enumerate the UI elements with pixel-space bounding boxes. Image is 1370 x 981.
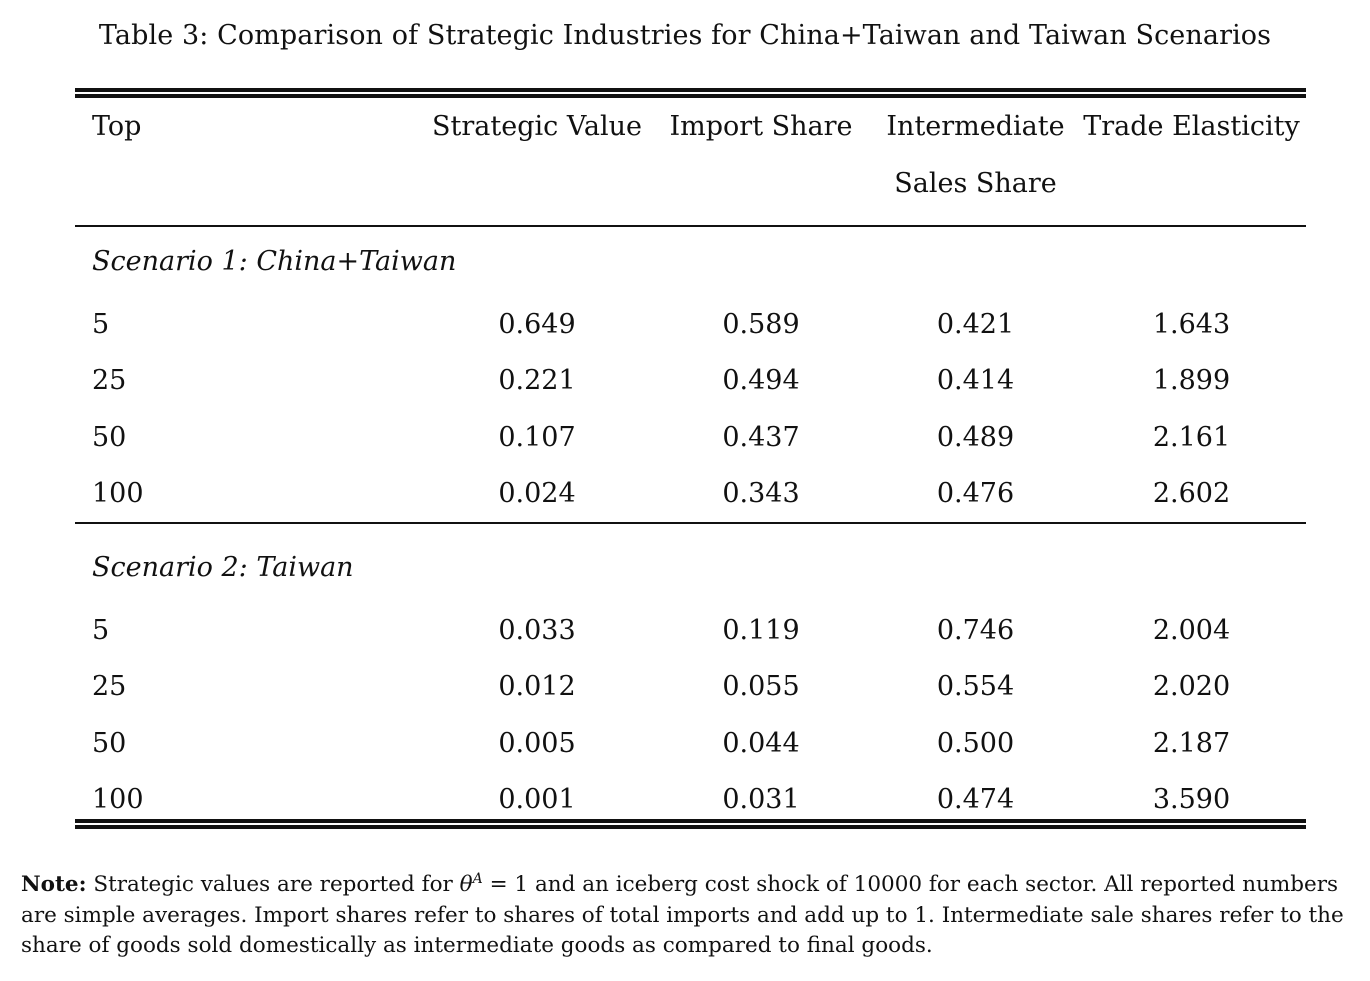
cell-strategic-value: 0.001 bbox=[498, 784, 576, 816]
cell-intermediate-share: 0.554 bbox=[936, 671, 1015, 703]
cell-import-share: 0.589 bbox=[722, 308, 800, 340]
table-row: 100 0.024 0.343 0.476 2.602 bbox=[75, 466, 1306, 523]
cell-intermediate-share: 0.746 bbox=[936, 614, 1015, 646]
cell-import-share: 0.437 bbox=[722, 421, 800, 453]
cell-intermediate-share: 0.476 bbox=[936, 478, 1015, 510]
header-intermediate-line1: Intermediate bbox=[886, 111, 1065, 142]
scenario-1-label: Scenario 1: China+Taiwan bbox=[92, 245, 457, 277]
cell-trade-elasticity: 1.643 bbox=[1152, 308, 1231, 340]
cell-trade-elasticity: 2.602 bbox=[1152, 478, 1231, 510]
cell-strategic-value: 0.024 bbox=[498, 478, 576, 510]
table-row: 50 0.107 0.437 0.489 2.161 bbox=[75, 409, 1306, 466]
cell-top: 25 bbox=[92, 365, 127, 397]
cell-trade-elasticity: 2.161 bbox=[1152, 421, 1231, 453]
cell-strategic-value: 0.649 bbox=[498, 308, 576, 340]
cell-trade-elasticity: 2.187 bbox=[1152, 727, 1231, 759]
cell-top: 100 bbox=[92, 784, 144, 816]
cell-import-share: 0.031 bbox=[722, 784, 800, 816]
table-row: 25 0.012 0.055 0.554 2.020 bbox=[75, 659, 1306, 716]
scenario-2-label: Scenario 2: Taiwan bbox=[92, 551, 354, 583]
cell-trade-elasticity: 2.020 bbox=[1152, 671, 1231, 703]
cell-import-share: 0.055 bbox=[722, 671, 800, 703]
note-text-before-math: Strategic values are reported for bbox=[93, 872, 453, 898]
top-rule-1 bbox=[75, 88, 1306, 92]
cell-top: 50 bbox=[92, 727, 127, 759]
table-note: Note: Strategic values are reported for … bbox=[21, 864, 1356, 962]
note-math-equals: = 1 bbox=[489, 872, 529, 898]
cell-import-share: 0.494 bbox=[722, 365, 800, 397]
bottom-rule-1 bbox=[75, 819, 1306, 823]
note-text-after-math: and an iceberg cost shock of 10000 for e… bbox=[21, 872, 1344, 959]
note-label: Note: bbox=[21, 872, 87, 898]
cell-top: 25 bbox=[92, 671, 127, 703]
table-row: 25 0.221 0.494 0.414 1.899 bbox=[75, 353, 1306, 410]
cell-import-share: 0.044 bbox=[722, 727, 800, 759]
header-top: Top bbox=[92, 111, 142, 142]
cell-import-share: 0.343 bbox=[722, 478, 800, 510]
cell-trade-elasticity: 1.899 bbox=[1152, 365, 1231, 397]
cell-strategic-value: 0.033 bbox=[498, 614, 576, 646]
midrule bbox=[75, 522, 1306, 524]
bottom-rule-2 bbox=[75, 825, 1306, 829]
table-row: 5 0.649 0.589 0.421 1.643 bbox=[75, 296, 1306, 353]
scenario-1-label-row: Scenario 1: China+Taiwan bbox=[75, 226, 1306, 296]
cell-trade-elasticity: 2.004 bbox=[1152, 614, 1231, 646]
theta-symbol: θA bbox=[459, 871, 483, 898]
header-row: Top Strategic Value Import Share Interme… bbox=[75, 98, 1306, 155]
cell-top: 5 bbox=[92, 614, 110, 646]
header-strategic-value: Strategic Value bbox=[432, 111, 642, 142]
cell-top: 50 bbox=[92, 421, 127, 453]
theta-superscript: A bbox=[472, 871, 483, 887]
table-caption: Table 3: Comparison of Strategic Industr… bbox=[98, 20, 1272, 51]
scenario-2-label-row: Scenario 2: Taiwan bbox=[75, 532, 1306, 602]
cell-strategic-value: 0.012 bbox=[498, 671, 576, 703]
top-rule-2 bbox=[75, 94, 1306, 98]
table-row: 5 0.033 0.119 0.746 2.004 bbox=[75, 602, 1306, 659]
cell-intermediate-share: 0.414 bbox=[936, 365, 1015, 397]
cell-intermediate-share: 0.474 bbox=[936, 784, 1015, 816]
strategic-industries-table: Top Strategic Value Import Share Interme… bbox=[75, 98, 1306, 828]
cell-strategic-value: 0.221 bbox=[498, 365, 576, 397]
header-intermediate-line2: Sales Share bbox=[894, 168, 1057, 199]
header-import-share: Import Share bbox=[669, 111, 853, 142]
cell-strategic-value: 0.107 bbox=[498, 421, 576, 453]
header-rule bbox=[75, 225, 1306, 227]
table-row: 50 0.005 0.044 0.500 2.187 bbox=[75, 715, 1306, 772]
cell-top: 100 bbox=[92, 478, 144, 510]
cell-import-share: 0.119 bbox=[722, 614, 800, 646]
table-row: 100 0.001 0.031 0.474 3.590 bbox=[75, 772, 1306, 829]
cell-intermediate-share: 0.500 bbox=[936, 727, 1015, 759]
header-trade-elasticity: Trade Elasticity bbox=[1083, 111, 1300, 142]
header-row-2: Sales Share bbox=[75, 155, 1306, 212]
cell-trade-elasticity: 3.590 bbox=[1152, 784, 1231, 816]
cell-intermediate-share: 0.489 bbox=[936, 421, 1015, 453]
cell-top: 5 bbox=[92, 308, 110, 340]
cell-strategic-value: 0.005 bbox=[498, 727, 576, 759]
cell-intermediate-share: 0.421 bbox=[936, 308, 1015, 340]
